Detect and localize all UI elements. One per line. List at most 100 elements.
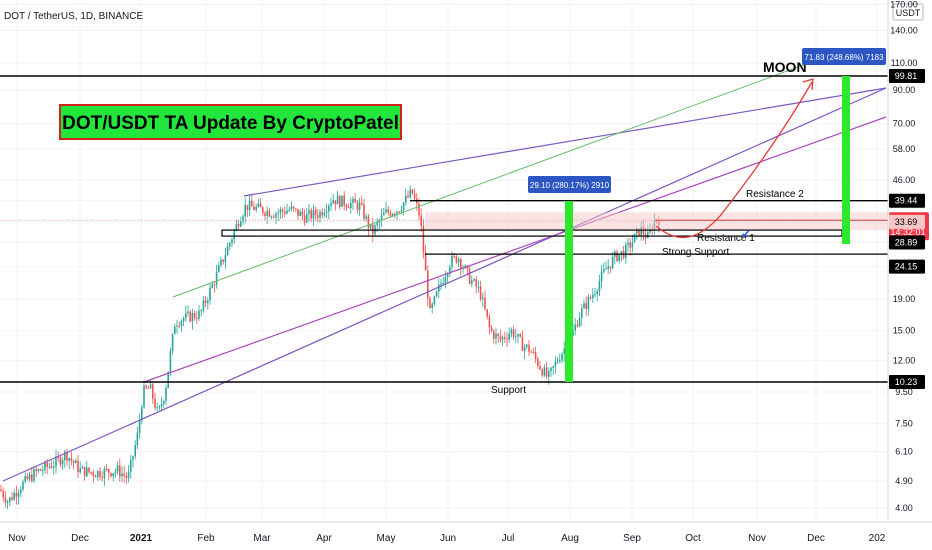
x-tick-label: Sep	[623, 533, 641, 544]
candle-body	[292, 206, 295, 209]
y-tick-label: 19.00	[893, 294, 916, 304]
candle-body	[191, 313, 194, 322]
candle-body	[636, 228, 638, 234]
candle-body	[200, 309, 202, 311]
candle-body	[44, 462, 46, 471]
candle-body	[499, 335, 502, 340]
candle-body	[358, 202, 361, 210]
price-tag-label: 99.81	[895, 71, 918, 81]
candle-body	[110, 473, 112, 477]
x-tick-label: 202	[869, 533, 886, 544]
candle-body	[119, 465, 121, 477]
candle-body	[266, 210, 268, 216]
candle-body	[310, 210, 312, 219]
candle-body	[207, 300, 209, 303]
candle-body	[616, 251, 618, 261]
candles-layer	[0, 185, 660, 510]
candle-body	[121, 473, 123, 477]
candle-body	[127, 472, 130, 478]
candle-body	[341, 195, 343, 207]
candle-body	[255, 206, 257, 211]
candle-body	[367, 216, 370, 228]
candle-body	[605, 268, 607, 270]
candle-body	[13, 493, 15, 500]
candle-body	[541, 369, 543, 376]
candle-body	[354, 198, 356, 203]
candle-body	[17, 492, 20, 497]
candle-body	[563, 348, 565, 354]
candle-body	[581, 308, 583, 318]
candle-body	[308, 210, 310, 214]
currency-label: USDT	[896, 8, 921, 18]
candle-body	[312, 209, 315, 219]
candle-body	[352, 198, 354, 203]
candle-body	[37, 469, 40, 472]
candle-body	[391, 213, 394, 216]
candle-body	[517, 333, 519, 337]
candle-body	[339, 195, 341, 207]
x-tick-label: Dec	[71, 533, 89, 544]
candle-body	[493, 331, 495, 339]
measure-box-1	[528, 176, 611, 193]
candle-body	[396, 211, 398, 215]
candle-body	[68, 458, 70, 461]
candle-body	[607, 266, 609, 269]
candle-body	[72, 460, 75, 464]
x-tick-label: Jul	[502, 533, 515, 544]
measure-box-2-text: 71.83 (248.68%) 7183	[804, 53, 884, 62]
candle-body	[409, 189, 411, 198]
candle-body	[345, 205, 348, 208]
y-tick-label: 110.00	[891, 58, 918, 68]
candle-body	[248, 200, 251, 211]
candle-body	[400, 210, 403, 212]
candle-body	[440, 283, 442, 285]
candle-body	[218, 265, 220, 273]
candle-body	[237, 223, 240, 227]
candle-body	[279, 209, 282, 213]
candle-body	[114, 471, 117, 474]
candle-body	[363, 204, 365, 219]
candle-body	[28, 474, 31, 480]
candle-body	[130, 459, 132, 473]
candle-body	[539, 365, 541, 370]
candle-body	[174, 326, 176, 334]
candle-body	[385, 209, 387, 213]
candle-body	[429, 298, 431, 309]
candle-body	[209, 287, 211, 301]
candle-body	[136, 432, 139, 445]
candle-body	[75, 460, 77, 464]
candle-body	[215, 272, 218, 285]
candle-body	[42, 470, 44, 472]
candle-body	[26, 476, 29, 480]
candle-body	[220, 259, 222, 266]
candle-body	[134, 444, 136, 457]
candle-body	[471, 280, 473, 284]
candle-body	[372, 224, 374, 235]
candle-body	[169, 351, 172, 372]
candle-body	[438, 284, 440, 292]
candle-body	[649, 229, 651, 233]
price-tag	[889, 214, 925, 229]
candle-body	[420, 215, 422, 226]
candle-body	[323, 212, 326, 216]
candle-body	[330, 203, 332, 206]
y-tick-label: 4.00	[895, 503, 913, 513]
strong-support-label: Strong Support	[662, 247, 729, 258]
candle-body	[336, 195, 339, 205]
candle-body	[446, 273, 449, 278]
purple-channel-line	[143, 116, 887, 383]
candle-body	[550, 367, 552, 372]
candle-body	[90, 471, 92, 473]
candle-body	[453, 255, 455, 257]
candle-body	[504, 337, 506, 339]
candle-body	[545, 367, 548, 377]
candle-body	[398, 211, 400, 213]
candle-body	[486, 309, 488, 317]
x-tick-label: Feb	[197, 533, 215, 544]
candle-body	[123, 473, 125, 476]
candle-body	[548, 371, 550, 377]
candle-body	[449, 267, 451, 274]
candle-body	[583, 303, 585, 309]
candle-body	[325, 211, 328, 213]
candle-body	[275, 213, 277, 218]
